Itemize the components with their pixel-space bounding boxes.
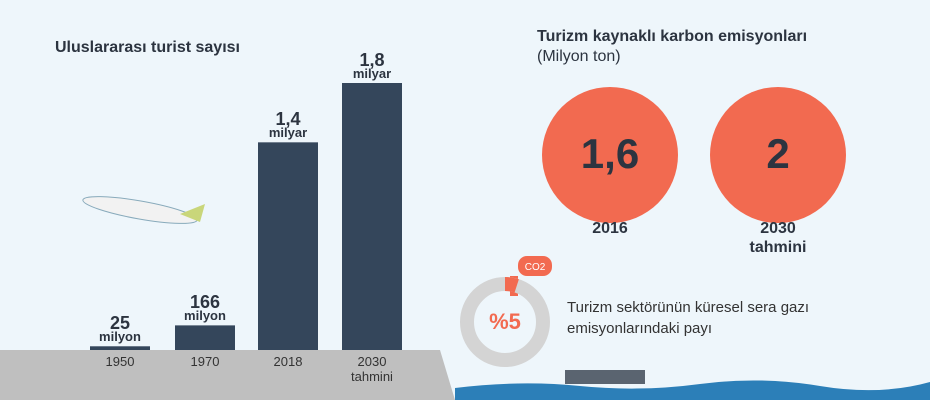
- chart-subtitle: (Milyon ton): [537, 48, 621, 65]
- value-circle: [542, 87, 678, 223]
- x-tick-label: 2030 tahmini: [351, 354, 393, 384]
- value-label: 1,4 milyar: [268, 109, 308, 141]
- x-tick-label: 1970: [190, 354, 220, 369]
- plane: [82, 196, 205, 224]
- category-label: 2016: [592, 220, 628, 237]
- x-tick-label: 1950: [105, 354, 135, 369]
- bar: [175, 325, 235, 350]
- ship: [565, 370, 645, 384]
- value-circle: [710, 87, 846, 223]
- sea: [455, 380, 930, 400]
- ground: [0, 350, 455, 400]
- svg-text:CO2: CO2: [525, 262, 546, 273]
- bar: [90, 346, 150, 350]
- value-label: 25 milyon: [99, 313, 141, 345]
- bar: [342, 83, 402, 350]
- chart-title: Uluslararası turist sayısı: [55, 39, 240, 56]
- value-label: 2: [766, 130, 790, 177]
- bar: [258, 142, 318, 350]
- value-label: 166 milyon: [184, 292, 226, 324]
- donut-value: %5: [489, 309, 521, 334]
- donut-caption: Turizm sektörünün küresel sera gazı emis…: [567, 299, 810, 337]
- category-label: 2030 tahmini: [749, 220, 807, 256]
- value-label: 1,6: [580, 130, 640, 177]
- chart-title: Turizm kaynaklı karbon emisyonları: [537, 28, 808, 45]
- value-label: 1,8 milyar: [352, 50, 392, 81]
- donut-slice: [460, 277, 550, 367]
- x-tick-label: 2018: [273, 354, 303, 369]
